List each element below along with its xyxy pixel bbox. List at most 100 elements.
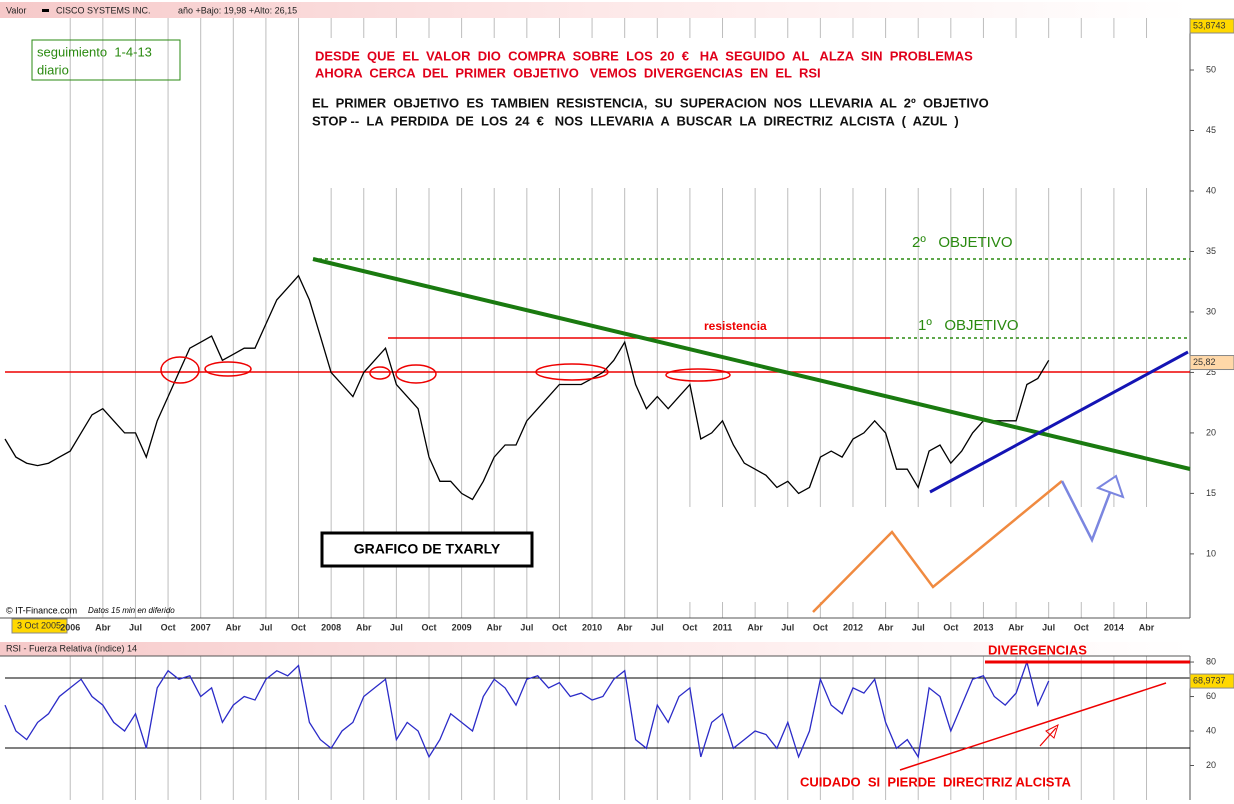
cursor-box bbox=[11, 618, 68, 634]
x-tick-label: Jul bbox=[390, 622, 403, 632]
value-box bbox=[1189, 355, 1234, 371]
data-marks bbox=[4, 274, 1050, 759]
cursor-date: 3 Oct 2005 bbox=[17, 620, 61, 630]
legend-swatch bbox=[42, 9, 49, 12]
warning-arrow bbox=[1039, 727, 1057, 747]
highlight bbox=[204, 361, 252, 377]
x-tick-label: 2007 bbox=[191, 622, 211, 632]
note-black: STOP -- LA PERDIDA DE LOS 24 € NOS LLEVA… bbox=[312, 113, 959, 128]
highlights bbox=[160, 356, 731, 384]
y-tick-label: 80 bbox=[1206, 656, 1216, 666]
y-tick-label: 20 bbox=[1206, 427, 1216, 437]
y-tick-label: 10 bbox=[1206, 548, 1216, 558]
tracking-text: diario bbox=[37, 62, 69, 77]
y-tick-label: 25 bbox=[1206, 367, 1216, 377]
note-red: AHORA CERCA DEL PRIMER OBJETIVO VEMOS DI… bbox=[315, 65, 821, 80]
tracking-text: seguimiento 1-4-13 bbox=[37, 44, 152, 59]
resistance-label: resistencia bbox=[704, 319, 767, 333]
price-line bbox=[4, 274, 1050, 501]
note-red: DESDE QUE EL VALOR DIO COMPRA SOBRE LOS … bbox=[315, 48, 973, 63]
y-tick-label: 15 bbox=[1206, 488, 1216, 498]
projection-arrow bbox=[1060, 480, 1116, 544]
y-tick-label: 50 bbox=[1206, 64, 1216, 74]
value-box bbox=[1189, 673, 1234, 689]
delay: Datos 15 min en diferido bbox=[88, 606, 175, 615]
header-range: año +Bajo: 19,98 +Alto: 26,15 bbox=[178, 5, 297, 15]
highlight bbox=[369, 366, 391, 380]
x-tick-label: 2011 bbox=[713, 622, 733, 632]
y-tick-label: 40 bbox=[1206, 725, 1216, 735]
x-tick-label: 2006 bbox=[60, 622, 80, 632]
header-label: Valor bbox=[6, 5, 26, 15]
rsi-header bbox=[0, 642, 1190, 656]
y-tick-label: 20 bbox=[1206, 760, 1216, 770]
x-tick-label: Oct bbox=[943, 622, 958, 632]
value-label: 25,82 bbox=[1193, 357, 1216, 367]
x-tick-label: Oct bbox=[682, 622, 697, 632]
warning-arrow-head bbox=[1045, 724, 1059, 739]
rsi-title: RSI - Fuerza Relativa (índice) 14 bbox=[6, 643, 137, 653]
y-tick-label: 30 bbox=[1206, 306, 1216, 316]
downtrend-line bbox=[312, 257, 1191, 471]
x-tick-label: Jul bbox=[781, 622, 794, 632]
note-background bbox=[303, 38, 1183, 188]
x-tick-label: Abr bbox=[878, 622, 894, 632]
y-tick-label: 60 bbox=[1206, 691, 1216, 701]
highlight bbox=[160, 356, 200, 384]
x-tick-label: Oct bbox=[291, 622, 306, 632]
divergence-label: DIVERGENCIAS bbox=[988, 642, 1087, 657]
x-tick-label: Jul bbox=[520, 622, 533, 632]
target1-label: 1º OBJETIVO bbox=[918, 317, 1019, 334]
y-tick-label: 35 bbox=[1206, 246, 1216, 256]
x-tick-label: Jul bbox=[651, 622, 664, 632]
note-black: EL PRIMER OBJETIVO ES TAMBIEN RESISTENCI… bbox=[312, 95, 989, 110]
x-tick-label: Abr bbox=[747, 622, 763, 632]
value-label: 53,8743 bbox=[1193, 20, 1226, 30]
x-tick-label: Oct bbox=[1074, 622, 1089, 632]
x-tick-label: Oct bbox=[813, 622, 828, 632]
x-tick-label: Abr bbox=[1008, 622, 1024, 632]
sketch-background bbox=[672, 507, 1162, 602]
x-tick-label: Abr bbox=[356, 622, 372, 632]
value-label: 68,9737 bbox=[1193, 675, 1226, 685]
x-tick-label: 2014 bbox=[1104, 622, 1124, 632]
x-tick-label: Jul bbox=[912, 622, 925, 632]
highlight bbox=[535, 363, 609, 381]
warning-label: CUIDADO SI PIERDE DIRECTRIZ ALCISTA bbox=[800, 774, 1071, 789]
y-tick-label: 45 bbox=[1206, 125, 1216, 135]
rsi-trendline bbox=[899, 682, 1167, 771]
value-box bbox=[1189, 18, 1234, 34]
x-tick-label: 2013 bbox=[973, 622, 993, 632]
x-tick-label: Oct bbox=[421, 622, 436, 632]
source: © IT-Finance.com bbox=[6, 605, 77, 615]
x-tick-label: Abr bbox=[226, 622, 242, 632]
highlight bbox=[395, 364, 437, 384]
x-tick-label: Jul bbox=[129, 622, 142, 632]
x-tick-label: 2012 bbox=[843, 622, 863, 632]
x-tick-label: Abr bbox=[486, 622, 502, 632]
x-tick-label: 2008 bbox=[321, 622, 341, 632]
rsi-line bbox=[4, 659, 1050, 759]
x-tick-label: Oct bbox=[161, 622, 176, 632]
y-tick-label: 40 bbox=[1206, 185, 1216, 195]
projection bbox=[812, 480, 1063, 613]
x-tick-label: Jul bbox=[1042, 622, 1055, 632]
rsi-grid bbox=[69, 656, 1148, 800]
x-tick-label: Abr bbox=[1139, 622, 1155, 632]
author-box bbox=[320, 531, 534, 568]
uptrend-line bbox=[929, 350, 1189, 494]
x-tick-label: Jul bbox=[259, 622, 272, 632]
x-tick-label: Abr bbox=[95, 622, 111, 632]
price-header bbox=[0, 2, 1190, 18]
x-tick-label: Oct bbox=[552, 622, 567, 632]
header-name: CISCO SYSTEMS INC. bbox=[56, 5, 151, 15]
x-tick-label: 2009 bbox=[452, 622, 472, 632]
arrow-head bbox=[1095, 474, 1125, 499]
target2-label: 2º OBJETIVO bbox=[912, 234, 1013, 251]
x-tick-label: Abr bbox=[617, 622, 633, 632]
author: GRAFICO DE TXARLY bbox=[354, 541, 501, 557]
tracking-box bbox=[31, 39, 181, 81]
x-tick-label: 2010 bbox=[582, 622, 602, 632]
highlight bbox=[665, 368, 731, 382]
